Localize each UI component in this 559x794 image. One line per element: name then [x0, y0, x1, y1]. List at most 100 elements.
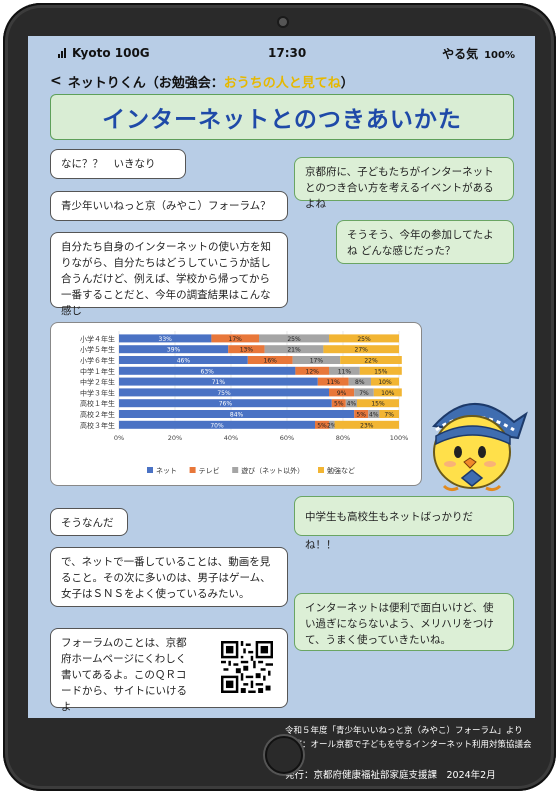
bar-segment	[329, 420, 335, 429]
category-label: 高校１年生	[80, 399, 115, 408]
bar-segment	[247, 356, 293, 364]
data-label: 8%	[355, 379, 365, 386]
bar-segment	[211, 334, 259, 343]
data-label: 9%	[337, 390, 347, 397]
message-received: 自分たち自身のインターネットの使い方を知りながら、自分たちはどうしていこうか話し…	[50, 232, 288, 317]
legend-label: テレビ	[199, 466, 220, 475]
x-tick-label: 60%	[280, 434, 294, 442]
bar-segment	[329, 388, 355, 397]
bar-segment	[345, 399, 357, 408]
contact-name: ネットりくん	[67, 75, 146, 91]
data-label: 46%	[177, 358, 191, 365]
message-received-qr: フォーラムのことは、京都府ホームページにくわしく書いてあるよ。このＱＲコードから…	[50, 628, 288, 713]
bar-segment	[119, 420, 315, 429]
data-label: 5%	[317, 422, 327, 429]
bar-segment	[264, 345, 324, 354]
bar-segment	[371, 377, 399, 386]
data-label: 7%	[384, 412, 394, 419]
page-title-text: インターネットとのつきあいかた	[102, 107, 462, 133]
contact-subtitle-close: ）	[340, 75, 354, 91]
data-label: 75%	[217, 390, 231, 397]
bar-segment	[329, 366, 360, 375]
footer-publisher: 発行：京都府健康福祉部家庭支援課 2024年2月	[285, 770, 496, 781]
data-label: 27%	[355, 347, 369, 354]
survey-chart-card: 0% 20% 40% 60% 80% 100% 小学４年生 33% 17% 25% 25% 小学５年生…	[50, 322, 422, 486]
message-sent: 京都府に、子どもたちがインターネットとのつき合い方を考えるイベントがあるよね	[294, 157, 514, 210]
stacked-bar-chart: 0% 20% 40% 60% 80% 100% 小学４年生 33% 17% 25% 25% 小学５年生…	[80, 331, 409, 475]
bar-segment	[331, 399, 346, 408]
data-label: 5%	[334, 401, 344, 408]
message-received: 青少年いいねっと京（みやこ）フォーラム？	[50, 191, 288, 221]
home-button[interactable]	[265, 736, 303, 774]
carrier-label: Kyoto 100G	[72, 46, 150, 60]
data-label: 84%	[230, 412, 244, 419]
bar-segment	[334, 420, 399, 429]
legend-label: 遊び（ネット以外）	[241, 466, 304, 475]
data-label: 16%	[264, 358, 278, 365]
mascot-chick-illustration	[414, 386, 530, 498]
data-label: 22%	[364, 358, 378, 365]
qr-message-text: フォーラムのことは、京都府ホームページにくわしく書いてあるよ。このＱＲコードから…	[61, 637, 187, 713]
bar-segment	[359, 366, 402, 375]
data-label: 25%	[357, 336, 371, 343]
data-label: 23%	[360, 422, 374, 429]
data-label: 10%	[378, 379, 392, 386]
status-bar: Kyoto 100G 17:30 やる気 100%	[28, 36, 535, 70]
bar-segment	[315, 420, 329, 429]
signal-icon	[58, 48, 66, 58]
x-tick-label: 80%	[336, 434, 350, 442]
data-label: 11%	[338, 368, 352, 375]
bar-segment	[119, 399, 332, 408]
message-sent: そうそう、今年の参加してたよね どんな感じだった？	[336, 220, 514, 264]
category-label: 中学１年生	[80, 367, 115, 376]
bar-segment	[295, 366, 329, 375]
x-tick-label: 100%	[390, 434, 409, 442]
data-label: 21%	[287, 347, 301, 354]
page-title: インターネットとのつきあいかた	[50, 94, 514, 140]
category-label: 小学４年生	[80, 334, 115, 343]
category-label: 小学６年生	[80, 356, 115, 365]
contact-subtitle-open: （お勉強会：	[145, 75, 224, 91]
x-tick-label: 0%	[114, 434, 124, 442]
bar-segment	[259, 334, 329, 343]
data-label: 17%	[229, 336, 243, 343]
legend-swatch	[318, 467, 324, 473]
legend-swatch	[147, 467, 153, 473]
data-label: 4%	[347, 401, 357, 408]
category-label: 中学３年生	[80, 388, 115, 397]
category-label: 中学２年生	[80, 378, 115, 387]
back-button[interactable]: <	[50, 73, 62, 89]
data-label: 76%	[219, 401, 233, 408]
bar-segment	[228, 345, 265, 354]
message-received: そうなんだ	[50, 508, 128, 536]
data-label: 12%	[306, 368, 320, 375]
bar-segment	[119, 345, 229, 354]
data-label: 39%	[167, 347, 181, 354]
data-label: 71%	[212, 379, 226, 386]
battery-label: やる気	[442, 46, 479, 61]
data-label: 15%	[374, 368, 388, 375]
data-label: 63%	[201, 368, 215, 375]
bar-segment	[119, 388, 329, 397]
qr-code-icon[interactable]	[221, 641, 273, 693]
bar-segment	[379, 410, 399, 418]
bar-segment	[317, 377, 349, 386]
footer-source: 令和５年度「青少年いいねっと京（みやこ）フォーラム」より	[285, 726, 523, 736]
legend-swatch	[232, 467, 239, 473]
bar-segment	[119, 377, 318, 386]
camera-icon	[277, 16, 289, 28]
bar-segment	[357, 399, 399, 408]
legend-swatch	[189, 467, 196, 473]
data-label: 33%	[159, 336, 173, 343]
bar-segment	[329, 334, 399, 343]
battery-percent: 100%	[484, 49, 515, 61]
clock: 17:30	[268, 46, 307, 60]
bar-segment	[119, 410, 355, 418]
bar-segment	[119, 356, 248, 364]
data-label: 4%	[369, 412, 379, 419]
bar-segment	[373, 388, 402, 397]
message-received: で、ネットで一番していることは、動画を見ること。その次に多いのは、男子はゲーム、…	[50, 547, 288, 607]
message-sent: 中学生も高校生もネットばっかりだね！！	[294, 496, 514, 551]
bar-segment	[340, 356, 402, 364]
category-label: 小学５年生	[80, 345, 115, 354]
